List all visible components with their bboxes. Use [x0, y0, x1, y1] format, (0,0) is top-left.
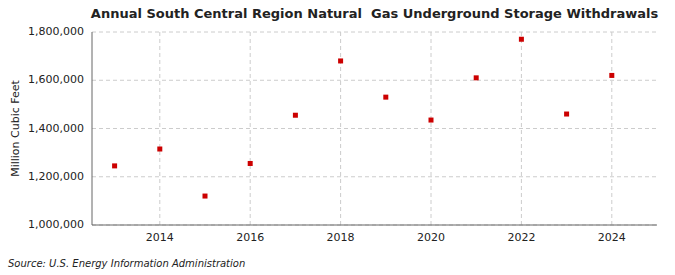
- point: [474, 75, 479, 80]
- x-grid-line: [611, 32, 612, 225]
- grid: [92, 32, 657, 225]
- point: [338, 58, 343, 63]
- point: [383, 95, 388, 100]
- point: [564, 112, 569, 117]
- y-grid-line: [92, 32, 657, 33]
- axes: 1,000,000 1,200,000 1,400,000 1,600,000 1,80…: [28, 25, 657, 244]
- y-grid-line: [92, 80, 657, 81]
- x-tick-label: 2014: [146, 231, 174, 244]
- point: [157, 147, 162, 152]
- point: [609, 73, 614, 78]
- x-axis-line: [92, 225, 657, 226]
- y-tick-label: 1,400,000: [28, 122, 84, 135]
- chart-container: 1,000,000 1,200,000 1,400,000 1,600,000 1,80…: [0, 0, 675, 275]
- y-tick-label: 1,800,000: [28, 25, 84, 38]
- y-tick-label: 1,600,000: [28, 73, 84, 86]
- title: Annual South Central Region Natural Gas …: [91, 6, 659, 21]
- y-grid-line: [92, 225, 657, 226]
- point: [429, 118, 434, 123]
- y-tick-label: 1,000,000: [28, 218, 84, 231]
- x-tick-label: 2022: [507, 231, 535, 244]
- x-grid-line: [521, 32, 522, 225]
- x-tick-label: 2020: [417, 231, 445, 244]
- x-tick-label: 2016: [236, 231, 264, 244]
- y-grid-line: [92, 176, 657, 177]
- point: [293, 113, 298, 118]
- x-grid-line: [159, 32, 160, 225]
- x-tick-label: 2024: [598, 231, 626, 244]
- y-axis-line: [92, 32, 93, 225]
- x-grid-line: [431, 32, 432, 225]
- x-tick-label: 2018: [327, 231, 355, 244]
- chart-svg: 1,000,000 1,200,000 1,400,000 1,600,000 1,80…: [0, 0, 675, 275]
- y-grid-line: [92, 128, 657, 129]
- y-tick-label: 1,200,000: [28, 170, 84, 183]
- point: [112, 163, 117, 168]
- y-axis-label: Million Cubic Feet: [9, 79, 22, 176]
- point: [248, 161, 253, 166]
- point: [203, 194, 208, 199]
- points: [112, 37, 614, 199]
- x-grid-line: [250, 32, 251, 225]
- point: [519, 37, 524, 42]
- source-note: Source: U.S. Energy Information Administ…: [8, 258, 245, 269]
